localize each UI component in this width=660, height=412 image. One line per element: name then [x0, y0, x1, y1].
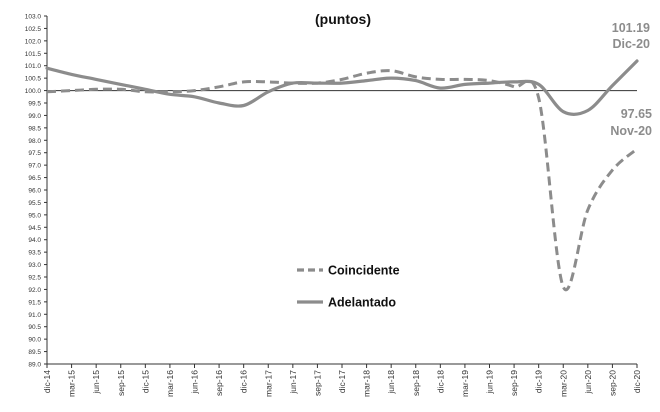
y-axis: 89.0 89.5 90.0 90.5 91.0 91.5 92.0 92.5 93.0 93.5…	[25, 14, 48, 369]
y-tick-label: 96.5	[28, 175, 41, 182]
y-tick-label: 101.5	[25, 51, 42, 58]
x-tick-label: mar-16	[165, 370, 175, 397]
x-tick-label: mar-17	[263, 370, 273, 397]
x-tick-label: sep-18	[411, 370, 421, 396]
y-tick-label: 94.5	[28, 225, 41, 232]
y-tick-label: 99.0	[28, 113, 41, 120]
x-tick-label: sep-17	[312, 370, 322, 396]
y-tick-label: 92.5	[28, 275, 41, 282]
y-tick-label: 102.5	[25, 26, 42, 33]
x-tick-label: sep-16	[214, 370, 224, 396]
annotation-value-coincidente: 97.65	[621, 107, 652, 121]
y-tick-label: 95.5	[28, 200, 41, 207]
y-tick-label: 95.0	[28, 212, 41, 219]
annotations: 101.19 Dic-20 97.65 Nov-20	[610, 21, 652, 138]
annotation-date-adelantado: Dic-20	[612, 37, 650, 51]
y-tick-label: 100.5	[25, 76, 42, 83]
x-tick-label: sep-15	[116, 370, 126, 396]
y-tick-label: 91.0	[28, 312, 41, 319]
x-tick-label: mar-20	[558, 370, 568, 397]
x-tick-label: dic-14	[42, 370, 52, 393]
y-tick-label: 96.0	[28, 188, 41, 195]
x-tick-label: jun-18	[386, 370, 396, 395]
y-tick-label: 100.0	[25, 88, 42, 95]
y-tick-label: 89.0	[28, 362, 41, 369]
x-tick-label: mar-19	[460, 370, 470, 397]
x-tick-label: mar-18	[362, 370, 372, 397]
chart-title: (puntos)	[315, 11, 371, 27]
x-axis: dic-14 mar-15 jun-15 sep-15 dic-15 mar-16 jun-…	[42, 363, 642, 397]
legend-label-coincidente: Coincidente	[328, 264, 400, 278]
x-tick-label: jun-15	[91, 370, 101, 395]
y-tick-label: 93.5	[28, 250, 41, 257]
y-tick-label: 89.5	[28, 349, 41, 356]
y-tick-label: 101.0	[25, 63, 42, 70]
legend: Coincidente Adelantado	[297, 264, 400, 310]
legend-label-adelantado: Adelantado	[328, 296, 396, 310]
x-tick-label: jun-16	[190, 370, 200, 395]
annotation-value-adelantado: 101.19	[612, 21, 650, 35]
y-tick-label: 91.5	[28, 299, 41, 306]
y-tick-label: 94.0	[28, 237, 41, 244]
y-tick-label: 92.0	[28, 287, 41, 294]
y-tick-label: 97.5	[28, 150, 41, 157]
x-tick-label: dic-17	[337, 370, 347, 393]
x-tick-label: mar-15	[67, 370, 77, 397]
x-tick-label: dic-18	[435, 370, 445, 393]
x-tick-label: sep-19	[509, 370, 519, 396]
x-tick-label: jun-17	[288, 370, 298, 395]
y-tick-label: 98.5	[28, 125, 41, 132]
y-tick-label: 97.0	[28, 163, 41, 170]
y-tick-label: 98.0	[28, 138, 41, 145]
annotation-date-coincidente: Nov-20	[610, 124, 652, 138]
x-tick-label: jun-20	[583, 370, 593, 395]
y-tick-label: 90.5	[28, 324, 41, 331]
series-layer	[45, 59, 639, 292]
series-line-adelantado	[45, 59, 639, 116]
x-tick-label: jun-19	[485, 370, 495, 395]
x-tick-label: sep-20	[607, 370, 617, 396]
y-tick-label: 103.0	[25, 14, 42, 21]
y-tick-label: 99.5	[28, 101, 41, 108]
x-tick-label: dic-16	[239, 370, 249, 393]
x-tick-label: dic-19	[534, 370, 544, 393]
y-tick-label: 90.0	[28, 337, 41, 344]
x-tick-label: dic-15	[140, 370, 150, 393]
y-tick-label: 93.0	[28, 262, 41, 269]
y-tick-label: 102.0	[25, 38, 42, 45]
series-line-coincidente	[46, 69, 638, 292]
x-tick-label: dic-20	[632, 370, 642, 393]
